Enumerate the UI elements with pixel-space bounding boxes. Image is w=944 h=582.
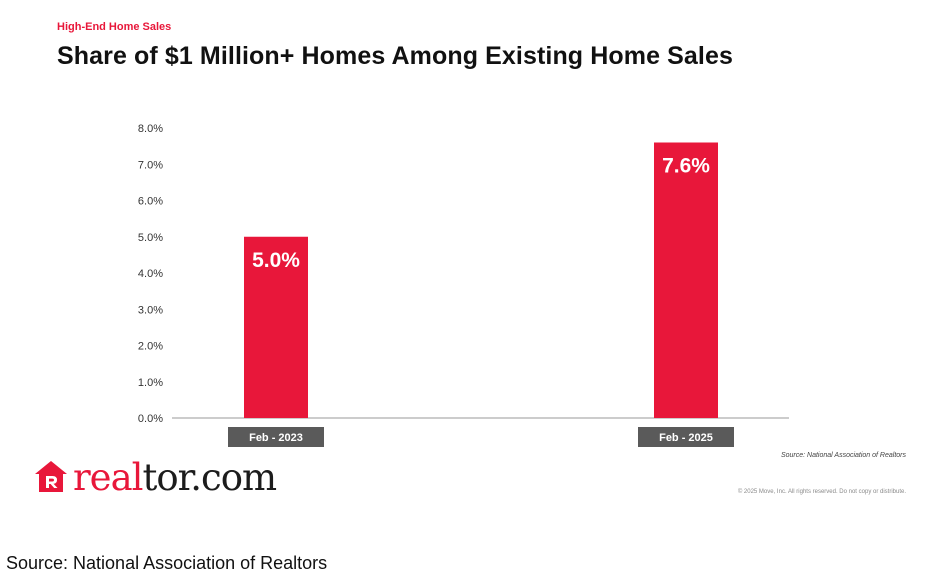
chart-kicker: High-End Home Sales: [57, 21, 172, 33]
y-tick-label: 4.0%: [138, 268, 163, 280]
x-tick-label: Feb - 2025: [659, 432, 713, 444]
bar: [654, 142, 718, 418]
chart-title: Share of $1 Million+ Homes Among Existin…: [57, 42, 733, 70]
y-tick-label: 1.0%: [138, 377, 163, 389]
x-tick-label: Feb - 2023: [249, 432, 303, 444]
bar-data-label: 5.0%: [252, 249, 300, 272]
y-axis: 0.0% 1.0% 2.0% 3.0% 4.0% 5.0% 6.0% 7.0% 8.0%: [138, 123, 163, 425]
y-tick-label: 0.0%: [138, 413, 163, 425]
y-tick-label: 6.0%: [138, 196, 163, 208]
y-tick-label: 2.0%: [138, 341, 163, 353]
y-tick-label: 8.0%: [138, 123, 163, 135]
bars: 5.0% 7.6%: [244, 142, 718, 418]
brand-wordmark-red: real: [73, 455, 143, 499]
realtor-logo: realtor.com: [33, 454, 277, 500]
bar: [244, 236, 308, 418]
brand-wordmark: realtor.com: [73, 455, 277, 499]
brand-wordmark-dark: tor.com: [142, 455, 277, 499]
x-axis: Feb - 2023 Feb - 2025: [228, 427, 734, 447]
y-tick-label: 7.0%: [138, 159, 163, 171]
house-r-icon: [35, 461, 67, 492]
copyright-note: © 2025 Move, Inc. All rights reserved. D…: [737, 489, 906, 495]
category-label-box: [228, 427, 324, 447]
category-label-box: [638, 427, 734, 447]
bar-data-label: 7.6%: [662, 155, 710, 178]
source-caption: Source: National Association of Realtors: [6, 553, 328, 573]
chart-source-note: Source: National Association of Realtors: [780, 452, 906, 459]
y-tick-label: 5.0%: [138, 232, 163, 244]
y-tick-label: 3.0%: [138, 304, 163, 316]
